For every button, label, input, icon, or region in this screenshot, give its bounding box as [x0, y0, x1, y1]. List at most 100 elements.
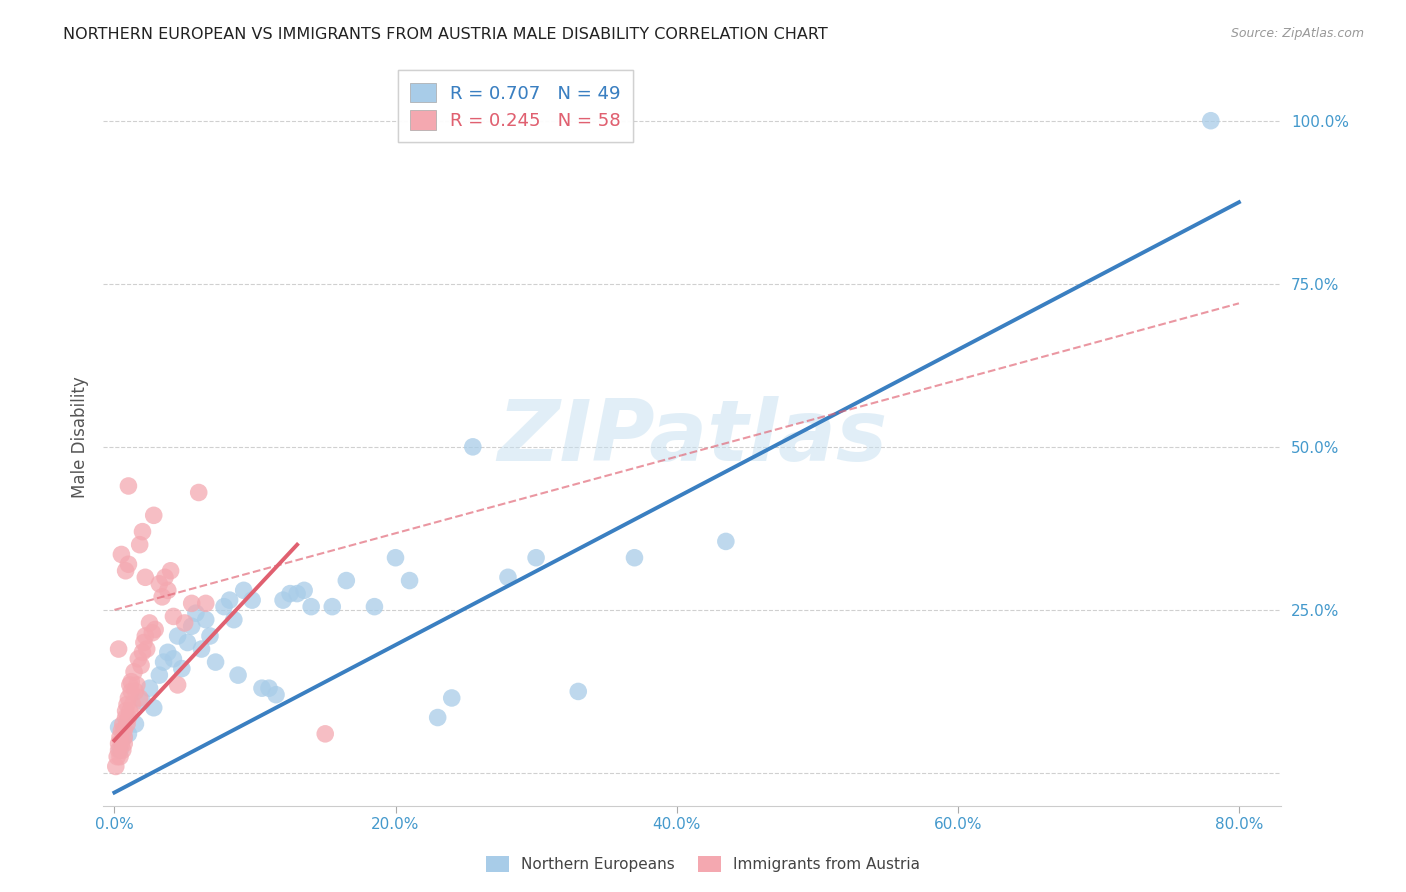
Point: [264, 688, 287, 702]
Point: [162, 609, 184, 624]
Point: [142, 508, 165, 523]
Point: [440, 690, 463, 705]
Point: [152, 655, 174, 669]
Point: [166, 629, 188, 643]
Point: [204, 655, 226, 669]
Point: [127, 652, 149, 666]
Point: [110, 723, 132, 738]
Point: [134, 629, 156, 643]
Legend: R = 0.707   N = 49, R = 0.245   N = 58: R = 0.707 N = 49, R = 0.245 N = 58: [398, 70, 633, 143]
Point: [194, 613, 217, 627]
Point: [232, 583, 254, 598]
Point: [117, 710, 139, 724]
Point: [148, 577, 170, 591]
Point: [190, 642, 212, 657]
Point: [112, 730, 135, 744]
Point: [321, 599, 343, 614]
Point: [117, 558, 139, 572]
Point: [292, 583, 315, 598]
Point: [184, 606, 207, 620]
Point: [461, 440, 484, 454]
Point: [125, 678, 148, 692]
Point: [623, 550, 645, 565]
Point: [148, 668, 170, 682]
Point: [278, 586, 301, 600]
Point: [176, 635, 198, 649]
Point: [271, 593, 294, 607]
Point: [117, 690, 139, 705]
Point: [110, 737, 132, 751]
Point: [159, 564, 181, 578]
Text: NORTHERN EUROPEAN VS IMMIGRANTS FROM AUSTRIA MALE DISABILITY CORRELATION CHART: NORTHERN EUROPEAN VS IMMIGRANTS FROM AUS…: [63, 27, 828, 42]
Point: [105, 749, 128, 764]
Point: [111, 717, 134, 731]
Point: [194, 596, 217, 610]
Point: [250, 681, 273, 696]
Point: [104, 759, 127, 773]
Point: [107, 720, 129, 734]
Point: [180, 619, 202, 633]
Point: [363, 599, 385, 614]
Point: [143, 623, 166, 637]
Point: [142, 700, 165, 714]
Point: [131, 524, 153, 539]
Point: [131, 645, 153, 659]
Point: [128, 690, 150, 705]
Point: [114, 704, 136, 718]
Point: [134, 570, 156, 584]
Point: [138, 615, 160, 630]
Text: ZIPatlas: ZIPatlas: [496, 395, 887, 478]
Point: [115, 698, 138, 712]
Point: [108, 730, 131, 744]
Point: [170, 662, 193, 676]
Point: [112, 730, 135, 744]
Point: [131, 694, 153, 708]
Point: [129, 658, 152, 673]
Point: [107, 737, 129, 751]
Point: [108, 743, 131, 757]
Point: [335, 574, 357, 588]
Point: [714, 534, 737, 549]
Point: [226, 668, 249, 682]
Point: [114, 710, 136, 724]
Point: [198, 629, 221, 643]
Point: [384, 550, 406, 565]
Point: [128, 538, 150, 552]
Y-axis label: Male Disability: Male Disability: [72, 376, 89, 498]
Point: [496, 570, 519, 584]
Point: [108, 749, 131, 764]
Point: [118, 678, 141, 692]
Point: [111, 743, 134, 757]
Point: [138, 681, 160, 696]
Point: [426, 710, 449, 724]
Point: [112, 737, 135, 751]
Point: [153, 570, 176, 584]
Point: [117, 727, 139, 741]
Point: [222, 613, 245, 627]
Point: [141, 625, 163, 640]
Point: [124, 684, 146, 698]
Legend: Northern Europeans, Immigrants from Austria: Northern Europeans, Immigrants from Aust…: [478, 848, 928, 880]
Point: [218, 593, 240, 607]
Point: [156, 645, 179, 659]
Point: [117, 479, 139, 493]
Point: [173, 615, 195, 630]
Point: [166, 678, 188, 692]
Point: [150, 590, 173, 604]
Point: [107, 642, 129, 657]
Point: [124, 717, 146, 731]
Point: [107, 743, 129, 757]
Point: [162, 652, 184, 666]
Point: [156, 583, 179, 598]
Point: [187, 485, 209, 500]
Point: [132, 635, 155, 649]
Point: [240, 593, 263, 607]
Point: [110, 548, 132, 562]
Point: [120, 674, 142, 689]
Point: [567, 684, 589, 698]
Point: [115, 717, 138, 731]
Point: [398, 574, 420, 588]
Point: [122, 665, 145, 679]
Point: [180, 596, 202, 610]
Point: [524, 550, 547, 565]
